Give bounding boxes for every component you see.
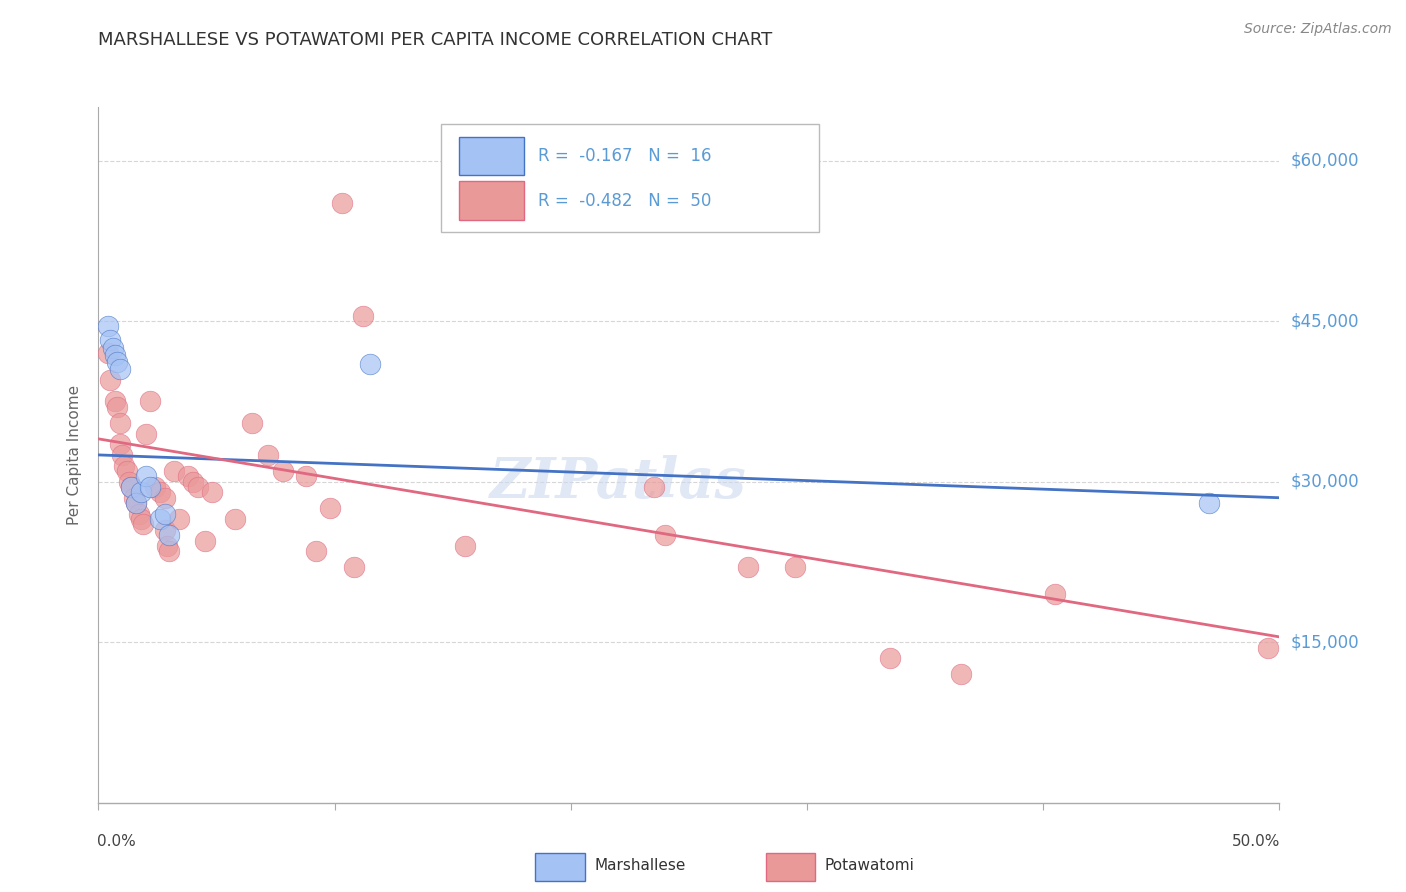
Text: R =  -0.167   N =  16: R = -0.167 N = 16	[537, 147, 711, 165]
Point	[157, 528, 180, 542]
Point	[1198, 496, 1220, 510]
Point	[105, 400, 128, 414]
Text: $45,000: $45,000	[1291, 312, 1360, 330]
Point	[157, 544, 180, 558]
Point	[104, 394, 127, 409]
Point	[105, 355, 128, 369]
Point	[643, 480, 665, 494]
Point	[101, 341, 124, 355]
Point	[1257, 640, 1279, 655]
Point	[108, 437, 131, 451]
Point	[153, 523, 176, 537]
Point	[135, 426, 157, 441]
Point	[121, 480, 143, 494]
Point	[879, 651, 901, 665]
Y-axis label: Per Capita Income: Per Capita Income	[67, 384, 83, 525]
Text: Marshallese: Marshallese	[595, 858, 686, 873]
FancyBboxPatch shape	[458, 181, 523, 219]
Text: 50.0%: 50.0%	[1232, 834, 1281, 849]
Point	[118, 475, 141, 489]
Point	[128, 507, 150, 521]
Text: $30,000: $30,000	[1291, 473, 1360, 491]
Point	[111, 448, 134, 462]
Point	[129, 485, 152, 500]
Point	[949, 667, 972, 681]
Point	[305, 544, 328, 558]
FancyBboxPatch shape	[536, 853, 585, 880]
Point	[342, 560, 364, 574]
Point	[129, 512, 152, 526]
Point	[156, 539, 179, 553]
Point	[149, 512, 172, 526]
Point	[125, 496, 148, 510]
Point	[654, 528, 676, 542]
Point	[1043, 587, 1066, 601]
Point	[224, 512, 246, 526]
Point	[737, 560, 759, 574]
Point	[143, 480, 166, 494]
Point	[98, 373, 121, 387]
Point	[125, 496, 148, 510]
Point	[177, 469, 200, 483]
Point	[115, 464, 138, 478]
Point	[295, 469, 318, 483]
Text: ZIPatlas: ZIPatlas	[489, 455, 747, 510]
Point	[352, 309, 374, 323]
Point	[149, 485, 172, 500]
Text: Potawatomi: Potawatomi	[825, 858, 915, 873]
Point	[330, 196, 353, 211]
Point	[108, 362, 131, 376]
Point	[139, 394, 162, 409]
Point	[257, 448, 280, 462]
FancyBboxPatch shape	[441, 124, 818, 232]
Point	[271, 464, 294, 478]
Point	[153, 507, 176, 521]
Point	[121, 480, 143, 494]
Point	[112, 458, 135, 473]
FancyBboxPatch shape	[766, 853, 815, 880]
Text: Source: ZipAtlas.com: Source: ZipAtlas.com	[1244, 22, 1392, 37]
Point	[108, 416, 131, 430]
Point	[785, 560, 807, 574]
Text: 0.0%: 0.0%	[97, 834, 136, 849]
Point	[153, 491, 176, 505]
Point	[135, 469, 157, 483]
Point	[122, 491, 145, 505]
Point	[163, 464, 186, 478]
Point	[139, 480, 162, 494]
Point	[194, 533, 217, 548]
Point	[187, 480, 209, 494]
FancyBboxPatch shape	[458, 137, 523, 175]
Text: MARSHALLESE VS POTAWATOMI PER CAPITA INCOME CORRELATION CHART: MARSHALLESE VS POTAWATOMI PER CAPITA INC…	[98, 31, 773, 49]
Point	[181, 475, 204, 489]
Point	[167, 512, 190, 526]
Point	[319, 501, 342, 516]
Point	[453, 539, 475, 553]
Text: $60,000: $60,000	[1291, 152, 1360, 169]
Point	[97, 319, 120, 334]
Point	[201, 485, 224, 500]
Point	[97, 346, 120, 360]
Point	[359, 357, 381, 371]
Text: $15,000: $15,000	[1291, 633, 1360, 651]
Point	[98, 334, 121, 348]
Text: R =  -0.482   N =  50: R = -0.482 N = 50	[537, 192, 711, 210]
Point	[104, 348, 127, 362]
Point	[132, 517, 155, 532]
Point	[240, 416, 263, 430]
